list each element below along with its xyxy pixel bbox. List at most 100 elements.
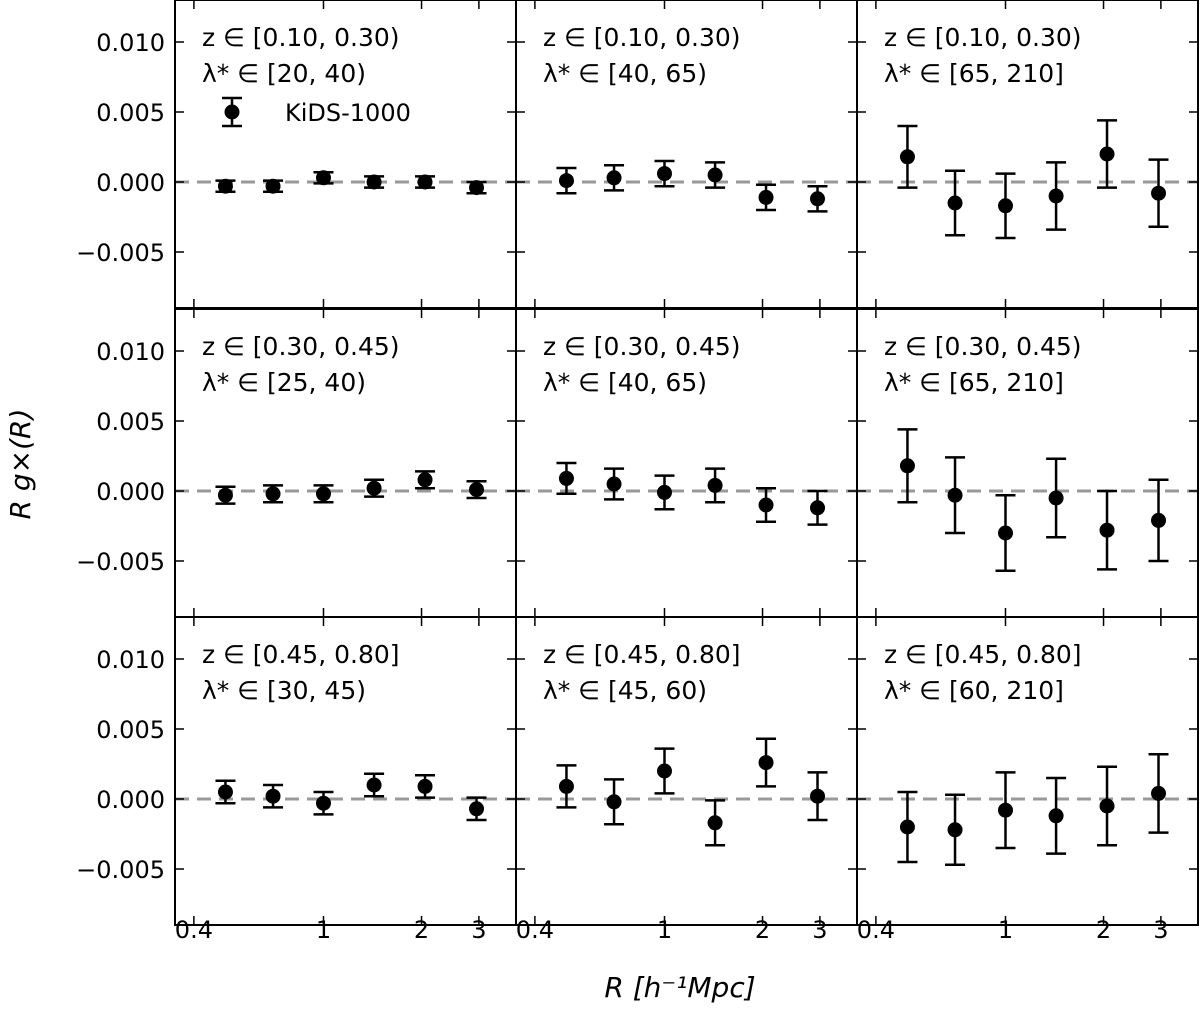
x-tick-label: 0.4 [175, 916, 213, 944]
panel-7: −0.005 0.000 0.005 0.010 0.4 1 2 3 z ∈ [0.45, 0.… [76, 616, 517, 944]
x-tick-label: 0.4 [516, 916, 554, 944]
panel-z-label: z ∈ [0.30, 0.45) [202, 332, 400, 361]
data-point [997, 198, 1013, 214]
y-tick-label: 0.010 [96, 646, 165, 674]
x-tick-label: 1 [657, 916, 672, 944]
data-point [265, 178, 281, 194]
data-point [1048, 490, 1064, 506]
panel-z-label: z ∈ [0.45, 0.80] [543, 640, 741, 669]
data-point [707, 477, 723, 493]
y-tick-label: 0.005 [96, 99, 165, 127]
data-point [1048, 808, 1064, 824]
y-tick-label: 0.005 [96, 408, 165, 436]
data-point [899, 149, 915, 165]
panel-9: 0.4 1 2 3 z ∈ [0.45, 0.80] λ* ∈ [60, 210] [856, 616, 1199, 944]
panel-3: z ∈ [0.10, 0.30) λ* ∈ [65, 210] [856, 0, 1199, 309]
x-tick-label: 3 [1153, 916, 1168, 944]
panel-z-label: z ∈ [0.10, 0.30) [543, 23, 741, 52]
panel-8: 0.4 1 2 3 z ∈ [0.45, 0.80] λ* ∈ [45, 60) [515, 616, 858, 944]
panel-grid: −0.005 0.000 0.005 0.010 z ∈ [0.10, 0.30) λ* … [76, 0, 1199, 944]
data-point [810, 191, 826, 207]
panel-z-label: z ∈ [0.10, 0.30) [202, 23, 400, 52]
x-tick-label: 3 [471, 916, 486, 944]
y-axis-title: R g×(R) [4, 409, 37, 520]
data-point [1099, 522, 1115, 538]
panel-2: z ∈ [0.10, 0.30) λ* ∈ [40, 65) [515, 0, 858, 309]
panel-lambda-label: λ* ∈ [40, 65) [543, 59, 707, 88]
data-point [810, 788, 826, 804]
x-tick-label: 0.4 [857, 916, 895, 944]
data-point [366, 777, 382, 793]
x-tick-label: 2 [414, 916, 429, 944]
panel-lambda-label: λ* ∈ [65, 210] [884, 368, 1064, 397]
panel-lambda-label: λ* ∈ [65, 210] [884, 59, 1064, 88]
panel-z-label: z ∈ [0.10, 0.30) [884, 23, 1082, 52]
panel-lambda-label: λ* ∈ [30, 45) [202, 676, 366, 705]
data-point [417, 472, 433, 488]
data-point [899, 819, 915, 835]
data-point [997, 802, 1013, 818]
data-point [217, 487, 233, 503]
panel-lambda-label: λ* ∈ [45, 60) [543, 676, 707, 705]
data-point [469, 482, 485, 498]
panel-lambda-label: λ* ∈ [25, 40) [202, 368, 366, 397]
data-point [707, 167, 723, 183]
data-point [315, 486, 331, 502]
data-point [417, 778, 433, 794]
y-tick-label: 0.000 [96, 169, 165, 197]
panel-5: z ∈ [0.30, 0.45) λ* ∈ [40, 65) [515, 308, 858, 618]
data-point [758, 497, 774, 513]
data-point [606, 794, 622, 810]
data-point [606, 170, 622, 186]
legend-label: KiDS-1000 [285, 99, 411, 127]
data-point [758, 755, 774, 771]
data-point [265, 486, 281, 502]
panel-lambda-label: λ* ∈ [20, 40) [202, 59, 366, 88]
data-point [1048, 188, 1064, 204]
data-point [217, 784, 233, 800]
data-point [758, 189, 774, 205]
data-point [558, 470, 574, 486]
y-tick-label: 0.010 [96, 29, 165, 57]
panel-6: z ∈ [0.30, 0.45) λ* ∈ [65, 210] [856, 308, 1199, 618]
data-point [707, 815, 723, 831]
data-point [469, 801, 485, 817]
x-tick-label: 1 [316, 916, 331, 944]
data-point [606, 476, 622, 492]
y-tick-label: 0.010 [96, 338, 165, 366]
data-point [558, 778, 574, 794]
data-point [1151, 185, 1167, 201]
data-point [899, 458, 915, 474]
data-point [315, 170, 331, 186]
panel-4: −0.005 0.000 0.005 0.010 z ∈ [0.30, 0.45) λ* … [76, 308, 517, 618]
y-tick-label: 0.000 [96, 786, 165, 814]
data-point [656, 166, 672, 182]
legend: KiDS-1000 [222, 96, 411, 128]
data-point [947, 195, 963, 211]
y-tick-label: 0.005 [96, 716, 165, 744]
x-tick-label: 3 [812, 916, 827, 944]
data-point [656, 484, 672, 500]
data-point [1151, 512, 1167, 528]
data-point [997, 525, 1013, 541]
panel-z-label: z ∈ [0.45, 0.80] [202, 640, 400, 669]
x-tick-label: 2 [1096, 916, 1111, 944]
data-point [315, 795, 331, 811]
data-point [1099, 798, 1115, 814]
data-point [656, 763, 672, 779]
data-point [417, 174, 433, 190]
panel-lambda-label: λ* ∈ [60, 210] [884, 676, 1064, 705]
x-axis-title: R [h⁻¹Mpc] [604, 971, 755, 1004]
panel-z-label: z ∈ [0.30, 0.45) [543, 332, 741, 361]
x-tick-label: 2 [755, 916, 770, 944]
y-tick-label: −0.005 [76, 548, 165, 576]
data-point [1099, 146, 1115, 162]
panel-1: −0.005 0.000 0.005 0.010 z ∈ [0.10, 0.30) λ* … [76, 0, 517, 309]
panel-z-label: z ∈ [0.45, 0.80] [884, 640, 1082, 669]
data-point [810, 500, 826, 516]
data-point [1151, 785, 1167, 801]
data-point [947, 822, 963, 838]
data-point [366, 174, 382, 190]
data-point [265, 788, 281, 804]
